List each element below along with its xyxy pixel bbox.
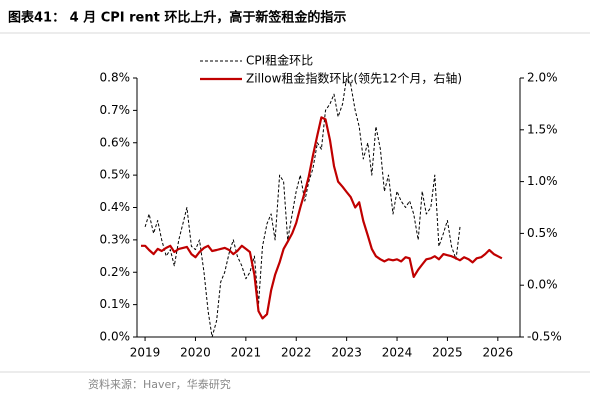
- series-line: [144, 77, 461, 338]
- x-tick-label: 2022: [281, 346, 312, 360]
- y-tick-label: 0.1%: [100, 297, 131, 311]
- y-tick-label: 0.2%: [100, 265, 131, 279]
- y2-tick-label: 2.0%: [527, 71, 558, 85]
- y-tick-label: 0.0%: [100, 330, 131, 344]
- x-tick-label: 2026: [483, 346, 514, 360]
- y-tick-label: 0.8%: [100, 71, 131, 85]
- y2-tick-label: 0.0%: [527, 278, 558, 292]
- source-note: 资料来源：Haver，华泰研究: [88, 377, 231, 391]
- y-tick-label: 0.4%: [100, 200, 131, 214]
- legend-label: CPI租金环比: [246, 53, 313, 68]
- y2-tick-label: 0.5%: [527, 226, 558, 240]
- y-tick-label: 0.7%: [100, 103, 131, 117]
- y2-tick-label: 1.5%: [527, 122, 558, 136]
- x-tick-label: 2025: [432, 346, 463, 360]
- y2-tick-label: -0.5%: [527, 330, 562, 344]
- legend-label: Zillow租金指数环比(领先12个月，右轴): [246, 71, 462, 86]
- x-tick-label: 2021: [231, 346, 262, 360]
- x-tick-label: 2023: [331, 346, 362, 360]
- y-tick-label: 0.6%: [100, 135, 131, 149]
- x-tick-label: 2024: [382, 346, 413, 360]
- y-tick-label: 0.5%: [100, 168, 131, 182]
- series-line: [141, 116, 503, 320]
- x-tick-label: 2019: [130, 346, 161, 360]
- y-tick-label: 0.3%: [100, 232, 131, 246]
- y2-tick-label: 1.0%: [527, 174, 558, 188]
- chart-title: 图表41： 4 月 CPI rent 环比上升，高于新签租金的指示: [8, 10, 346, 26]
- x-tick-label: 2020: [180, 346, 211, 360]
